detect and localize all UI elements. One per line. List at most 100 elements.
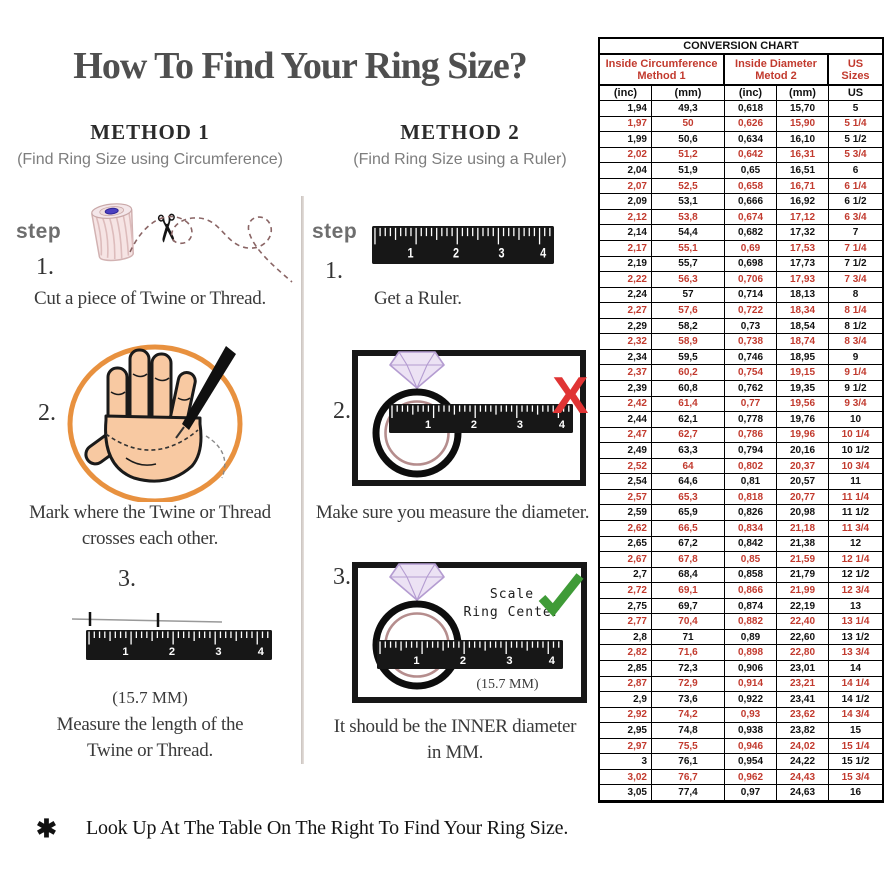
table-cell: 11 3/4 [829, 521, 882, 537]
conversion-chart-sub-headers: (inc) (mm) (inc) (mm) US [600, 86, 882, 101]
table-cell: 8 1/2 [829, 319, 882, 335]
page-title: How To Find Your Ring Size? [73, 45, 527, 87]
table-cell: 2,37 [600, 365, 652, 381]
table-cell: 0,682 [725, 225, 777, 241]
table-cell: 56,3 [652, 272, 725, 288]
table-cell: 16,10 [777, 132, 829, 148]
table-cell: 23,21 [777, 676, 829, 693]
table-cell: 0,954 [725, 754, 777, 770]
table-cell: 53,8 [652, 209, 725, 226]
table-cell: 20,37 [777, 458, 829, 475]
svg-text:3: 3 [499, 245, 505, 261]
table-cell: 0,81 [725, 474, 777, 490]
table-cell: 24,22 [777, 754, 829, 770]
table-cell: 2,32 [600, 334, 652, 350]
table-cell: 3,02 [600, 769, 652, 786]
method1-step1-number: 1. [36, 254, 54, 280]
table-cell: 12 1/4 [829, 552, 882, 568]
method1-measurement-label: (15.7 MM) [112, 688, 188, 707]
method2-step1-number: 1. [325, 258, 343, 284]
method1-step2-number: 2. [38, 400, 56, 426]
table-cell: 20,77 [777, 489, 829, 506]
table-cell: 24,43 [777, 769, 829, 786]
table-cell: 72,3 [652, 660, 725, 677]
ruler-icon: 1 2 3 4 [377, 640, 563, 669]
table-cell: 13 3/4 [829, 645, 882, 661]
thread-curve-illustration [129, 215, 293, 283]
table-cell: 55,7 [652, 256, 725, 273]
table-cell: 2,12 [600, 209, 652, 226]
method1-title: METHOD 1 [90, 120, 210, 144]
table-cell: 8 [829, 288, 882, 304]
table-cell: 0,93 [725, 707, 777, 724]
method2-step2-number: 2. [333, 398, 351, 424]
group-header-diameter: Inside Diameter Metod 2 [725, 55, 829, 84]
table-cell: 68,4 [652, 567, 725, 584]
pen-icon [182, 346, 236, 430]
table-cell: 2,27 [600, 303, 652, 319]
table-cell: 60,8 [652, 380, 725, 397]
table-cell: 77,4 [652, 785, 725, 801]
sub-header: (mm) [777, 86, 829, 100]
table-cell: 53,1 [652, 194, 725, 210]
table-cell: 76,7 [652, 769, 725, 786]
table-cell: 12 [829, 537, 882, 553]
method2-measurement-label: (15.7 MM) [476, 677, 539, 692]
conversion-chart-table: CONVERSION CHART Inside Circumference Me… [598, 37, 884, 803]
table-cell: 2,77 [600, 614, 652, 630]
method2-step2-caption: Make sure you measure the diameter. [315, 502, 590, 523]
wrong-mark-icon: X [552, 367, 589, 425]
table-cell: 15 3/4 [829, 770, 882, 786]
table-cell: 14 3/4 [829, 708, 882, 724]
conversion-chart-title: CONVERSION CHART [600, 39, 882, 55]
table-cell: 0,618 [725, 101, 777, 117]
table-cell: 13 1/4 [829, 614, 882, 630]
table-cell: 2,44 [600, 412, 652, 428]
table-cell: 9 3/4 [829, 397, 882, 413]
table-cell: 1,94 [600, 101, 652, 117]
table-cell: 67,8 [652, 552, 725, 568]
table-cell: 17,53 [777, 240, 829, 257]
table-cell: 16,71 [777, 178, 829, 195]
table-cell: 10 1/2 [829, 443, 882, 459]
table-cell: 0,834 [725, 520, 777, 537]
table-cell: 0,914 [725, 676, 777, 693]
table-cell: 2,62 [600, 520, 652, 537]
table-cell: 0,858 [725, 567, 777, 584]
table-cell: 62,7 [652, 427, 725, 444]
method2-step-label: step [312, 220, 358, 243]
table-cell: 15,90 [777, 116, 829, 133]
svg-text:2: 2 [453, 245, 459, 261]
table-cell: 22,40 [777, 614, 829, 630]
method1-step1-caption: Cut a piece of Twine or Thread. [34, 288, 266, 309]
table-cell: 11 1/4 [829, 490, 882, 506]
table-cell: 2,87 [600, 676, 652, 693]
table-cell: 23,41 [777, 692, 829, 708]
table-cell: 7 1/4 [829, 241, 882, 257]
sub-header: US [847, 87, 864, 99]
method2-step3-caption: It should be the INNER diameter in MM. [333, 716, 577, 763]
table-cell: 7 1/2 [829, 257, 882, 273]
table-cell: 3 [600, 754, 652, 770]
table-cell: 12 3/4 [829, 583, 882, 599]
table-cell: 24,02 [777, 738, 829, 755]
table-cell: 58,2 [652, 318, 725, 335]
table-cell: 21,38 [777, 536, 829, 553]
table-cell: 2,29 [600, 318, 652, 335]
sub-header: (inc) [600, 86, 652, 100]
table-cell: 69,1 [652, 583, 725, 599]
table-cell: 2,22 [600, 272, 652, 288]
group-header-circumference: Inside Circumference Method 1 [600, 55, 725, 84]
svg-text:4: 4 [549, 655, 555, 667]
twine-spool-icon [91, 203, 134, 262]
table-cell: 0,818 [725, 489, 777, 506]
table-cell: 0,874 [725, 598, 777, 615]
svg-text:1: 1 [425, 419, 431, 431]
table-cell: 8 3/4 [829, 334, 882, 350]
table-cell: 2,04 [600, 163, 652, 179]
table-cell: 2,7 [600, 567, 652, 584]
method1-subtitle: (Find Ring Size using Circumference) [17, 151, 283, 168]
table-cell: 0,962 [725, 769, 777, 786]
table-cell: 54,4 [652, 225, 725, 241]
table-cell: 2,75 [600, 598, 652, 615]
